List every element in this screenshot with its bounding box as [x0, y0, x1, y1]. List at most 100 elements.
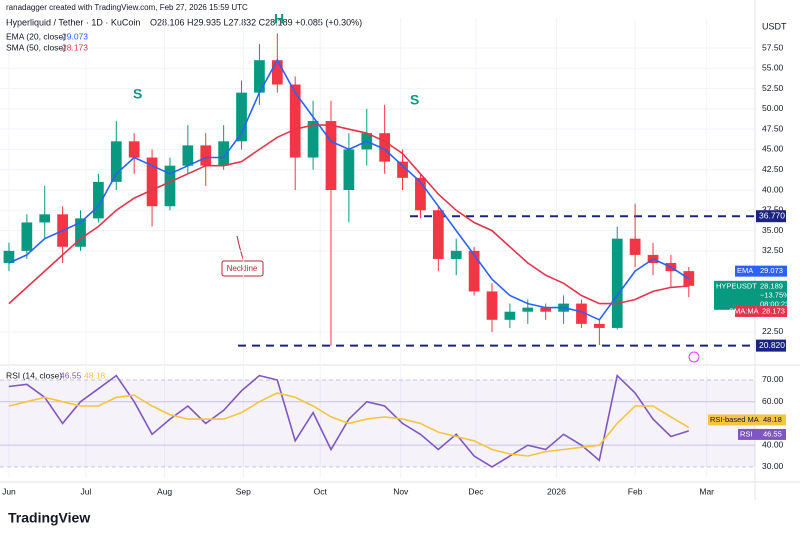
level-tag — [756, 210, 786, 223]
price-tag — [735, 265, 787, 277]
candle-body — [200, 145, 212, 166]
price-tag-label: EMA — [737, 266, 753, 275]
candle-body — [164, 165, 176, 207]
y-tick-label: 57.50 — [762, 42, 784, 52]
candle-body — [450, 250, 462, 259]
rsi-tick-label: 70.00 — [762, 374, 784, 384]
candle-body — [468, 250, 480, 292]
candle-body — [271, 60, 283, 85]
candle-body — [522, 307, 534, 312]
price-tag — [714, 280, 787, 310]
price-tag-value: 28.189 — [760, 281, 783, 290]
price-tag-label: HYPEUSDT — [716, 281, 757, 290]
rsi-legend-value: 48.18 — [84, 370, 106, 380]
x-tick-label: Oct — [314, 486, 328, 496]
candle-body — [3, 250, 15, 264]
x-tick-label: Jul — [80, 486, 91, 496]
y-tick-label: 50.00 — [762, 103, 784, 113]
price-tag — [735, 305, 787, 317]
rsi-tag — [708, 414, 786, 426]
candle-body — [629, 238, 641, 255]
currency: USDT — [762, 21, 787, 31]
x-tick-label: Aug — [157, 486, 172, 496]
y-tick-label: 37.50 — [762, 205, 784, 215]
rsi-tick-label: 60.00 — [762, 396, 784, 406]
rsi-legend-value: 46.55 — [60, 370, 82, 380]
candle-body — [110, 141, 122, 182]
candle-body — [325, 121, 337, 190]
candle-body — [343, 149, 355, 190]
level-tag — [756, 339, 786, 352]
rsi-tag-label: RSI — [740, 429, 753, 438]
legend-name: EMA (20, close) — [6, 31, 66, 41]
y-tick-label: 45.00 — [762, 144, 784, 154]
legend-value: 28.173 — [62, 42, 88, 52]
legend-name: SMA (50, close) — [6, 42, 66, 52]
rsi-tag-label: RSI-based MA — [710, 415, 759, 424]
event-icon — [688, 351, 700, 363]
candle-body — [128, 141, 140, 158]
y-tick-label: 35.00 — [762, 225, 784, 235]
x-tick-label: Nov — [393, 486, 409, 496]
candle-body — [432, 210, 444, 259]
y-tick-label: 47.50 — [762, 123, 784, 133]
candle-body — [182, 145, 194, 166]
candle-body — [379, 133, 391, 162]
rsi-line — [8, 392, 690, 457]
candle-body — [504, 311, 516, 320]
ohlc: O28.106 H29.935 L27.832 C28.189 +0.085 (… — [150, 17, 362, 27]
x-tick-label: 2026 — [547, 486, 566, 496]
rsi-line — [8, 374, 690, 468]
rsi-band — [0, 379, 755, 467]
ma-line — [8, 58, 690, 321]
x-tick-label: Dec — [468, 486, 484, 496]
candle-body — [218, 141, 230, 166]
rsi-tick-label: 40.00 — [762, 439, 784, 449]
candle-body — [397, 161, 408, 178]
y-tick-label: 52.50 — [762, 83, 784, 93]
x-tick-label: Feb — [628, 486, 643, 496]
rsi-tick-label: 30.00 — [762, 461, 784, 471]
credit: ranadagger created with TradingView.com,… — [6, 3, 248, 12]
neckline-box — [221, 260, 264, 277]
x-tick-label: Jun — [2, 486, 16, 496]
rsi-tag-value: 46.55 — [763, 429, 782, 438]
x-tick-label: Mar — [699, 486, 714, 496]
candle-body — [540, 307, 552, 312]
y-tick-label: 22.50 — [762, 326, 784, 336]
annotation: H — [274, 11, 284, 27]
candle-body — [307, 121, 319, 158]
annotation: S — [133, 86, 142, 102]
candle-body — [576, 303, 587, 324]
price-tag-label: 08:00:23 — [760, 299, 789, 308]
annotation: Neckline — [227, 264, 258, 273]
level-label: 36.770 — [759, 210, 785, 220]
candle-body — [39, 214, 51, 223]
rsi-tag — [738, 428, 786, 440]
logo: TradingView — [8, 510, 90, 526]
y-tick-label: 42.50 — [762, 164, 784, 174]
rsi-legend-name: RSI (14, close) — [6, 370, 62, 380]
x-tick-label: Sep — [236, 486, 251, 496]
price-tag-value: 28.173 — [762, 306, 785, 315]
annotation: S — [410, 92, 419, 108]
symbol: Hyperliquid / Tether · 1D · KuCoin — [6, 17, 140, 27]
legend-value: 29.073 — [62, 31, 88, 41]
candle-body — [75, 218, 86, 247]
level-label: 20.820 — [759, 340, 785, 350]
candle-body — [236, 92, 247, 142]
candle-body — [415, 177, 426, 211]
candle-body — [146, 157, 158, 207]
candle-body — [93, 181, 104, 219]
candle-body — [21, 222, 33, 251]
ma-line — [8, 124, 689, 305]
y-tick-label: 40.00 — [762, 184, 784, 194]
candle-body — [289, 84, 301, 158]
price-tag-label: −13.75% — [760, 290, 790, 299]
candle-body — [254, 60, 265, 93]
candle-body — [593, 323, 605, 328]
price-tag-label: SMA:MA — [729, 306, 759, 315]
rsi-tag-value: 48.18 — [763, 415, 782, 424]
candle-body — [486, 291, 498, 320]
